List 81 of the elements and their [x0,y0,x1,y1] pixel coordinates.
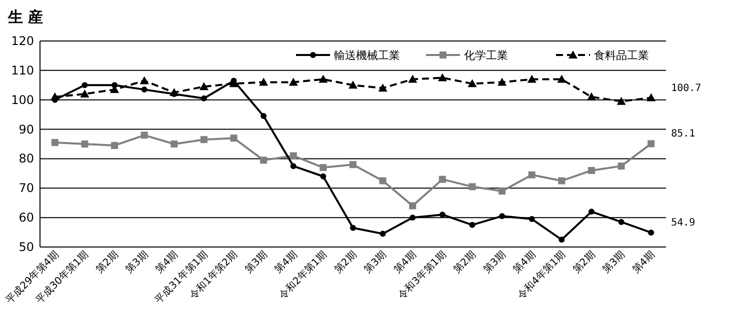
point [646,93,656,102]
point [468,79,477,88]
legend-label: 食料品工業 [594,49,649,62]
point [558,236,565,243]
point [618,162,625,170]
y-tick-label: 50 [18,240,34,254]
point [528,171,536,178]
data-label: 100.7 [671,82,702,94]
point [290,163,296,170]
y-tick-label: 70 [18,181,34,196]
chart-title: 生 産 [7,8,44,26]
point [469,222,476,228]
point [170,140,178,148]
point [618,218,624,225]
point [438,73,447,82]
y-tick-label: 90 [18,122,34,136]
legend-label: 化学工業 [464,49,508,62]
point [320,173,326,180]
x-tick-label: 第3期 [481,248,508,276]
point [648,140,655,148]
data-label: 54.9 [671,218,696,229]
point [588,208,594,215]
point [350,224,356,231]
point [409,202,416,210]
point [140,132,148,139]
point [380,230,386,237]
point [468,183,476,190]
point [408,74,418,83]
x-tick-label: 第2期 [451,248,478,276]
x-tick-label: 第2期 [570,248,598,276]
point [648,230,654,236]
point [80,89,90,98]
x-tick-label: 第3期 [242,248,270,276]
point [557,74,566,83]
y-tick-label: 80 [18,152,34,166]
point [558,177,566,184]
point [438,176,446,183]
y-tick-label: 100 [11,92,34,107]
x-tick-label: 第2期 [94,248,121,276]
point [350,161,356,168]
legend-label: 輸送機械工業 [334,49,400,62]
point [528,216,535,222]
point [320,164,327,172]
point [318,74,328,83]
point [439,212,446,218]
point [81,140,88,148]
point [378,84,388,92]
point [379,177,386,184]
point [259,78,268,86]
point [498,188,506,195]
point [141,86,148,93]
point [82,82,88,88]
point [588,166,595,174]
point [260,156,268,164]
point [499,213,506,220]
point [586,92,596,100]
point [51,139,58,146]
point [140,76,149,84]
data-label: 85.1 [671,128,696,140]
x-tick-label: 第3期 [362,248,389,276]
point [348,80,358,89]
point [288,78,298,86]
point [290,152,297,160]
point [260,113,267,120]
x-tick-label: 第3期 [123,248,150,276]
point [199,82,208,90]
x-tick-label: 第4期 [630,248,658,276]
point [200,95,207,102]
point [527,74,536,83]
y-tick-label: 120 [11,34,34,48]
point [200,136,208,144]
point [616,96,626,105]
point [112,82,118,88]
y-tick-label: 110 [11,63,34,78]
x-tick-label: 第2期 [332,248,360,276]
point [111,142,118,149]
point [410,214,416,221]
x-tick-label: 第3期 [600,248,628,276]
y-tick-label: 60 [18,210,34,225]
point [230,134,238,142]
point [498,78,507,86]
